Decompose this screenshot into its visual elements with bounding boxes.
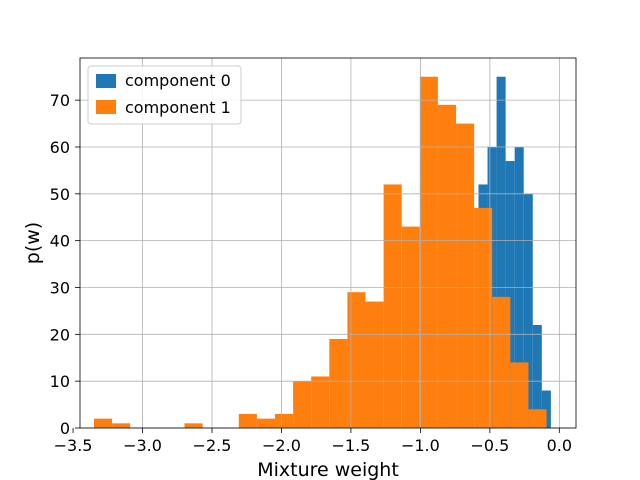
bar-component-1-bin-15 xyxy=(365,301,384,428)
bar-component-1-bin-20 xyxy=(456,123,475,429)
y-tick-label: 10 xyxy=(50,372,70,391)
y-tick-label: 50 xyxy=(50,185,70,204)
bar-component-1-bin-0 xyxy=(93,418,113,428)
x-tick-label: −0.5 xyxy=(470,436,509,455)
legend-box xyxy=(87,65,242,125)
bar-component-1-bin-1 xyxy=(112,423,131,428)
bar-component-1-bin-18 xyxy=(419,76,438,428)
x-axis-label: Mixture weight xyxy=(257,459,399,480)
bar-component-1-bin-23 xyxy=(510,362,529,428)
bar-component-1-bin-13 xyxy=(329,339,348,428)
plot-frame xyxy=(79,57,577,429)
y-tick-label: 70 xyxy=(50,91,70,110)
bars xyxy=(93,76,551,429)
y-tick-label: 0 xyxy=(60,419,70,438)
bar-component-1-bin-12 xyxy=(311,376,330,428)
x-tick-label: −1.0 xyxy=(401,436,440,455)
bar-component-1-bin-21 xyxy=(474,207,493,428)
x-tick-label: −2.0 xyxy=(262,436,301,455)
x-tick-label: 0.0 xyxy=(547,436,572,455)
x-tick-label: −3.5 xyxy=(54,436,93,455)
bar-component-1-bin-14 xyxy=(347,292,366,428)
legend-label-component-1: component 1 xyxy=(125,98,231,117)
y-tick-label: 20 xyxy=(50,325,70,344)
bar-component-1-bin-11 xyxy=(293,381,312,428)
y-tick-label: 60 xyxy=(50,138,70,157)
bar-component-0-bin-5 xyxy=(523,193,533,428)
bar-component-0-bin-2 xyxy=(496,76,506,428)
bar-component-1-bin-10 xyxy=(274,413,294,428)
legend-swatch-component-0 xyxy=(96,74,116,88)
legend: component 0 component 1 xyxy=(87,65,242,125)
bar-component-1-bin-16 xyxy=(383,184,402,428)
grid xyxy=(80,58,576,429)
bar-component-1-bin-22 xyxy=(492,296,511,428)
bar-component-1-bin-24 xyxy=(528,409,547,428)
bar-component-0-bin-3 xyxy=(505,161,515,429)
bar-component-1-bin-9 xyxy=(256,418,275,428)
bar-component-0-bin-6 xyxy=(532,324,542,428)
y-axis-label: p(w) xyxy=(22,222,44,264)
bar-component-1-bin-5 xyxy=(184,423,203,428)
bar-component-1-bin-8 xyxy=(238,413,257,428)
x-tick-label: −2.5 xyxy=(193,436,232,455)
legend-label-component-0: component 0 xyxy=(125,71,231,90)
legend-swatch-component-1 xyxy=(96,100,116,114)
y-tick-label: 30 xyxy=(50,278,70,297)
bar-component-1-bin-17 xyxy=(401,226,420,428)
y-tick-label: 40 xyxy=(50,232,70,251)
x-tick-label: −3.0 xyxy=(123,436,162,455)
axis-ticks: −3.5 −3.0 −2.5 −2.0 −1.5 −1.0 −0.5 0.0 0 10 20 30 40… xyxy=(50,91,572,455)
x-tick-label: −1.5 xyxy=(331,436,370,455)
bar-component-1-bin-19 xyxy=(437,104,457,428)
